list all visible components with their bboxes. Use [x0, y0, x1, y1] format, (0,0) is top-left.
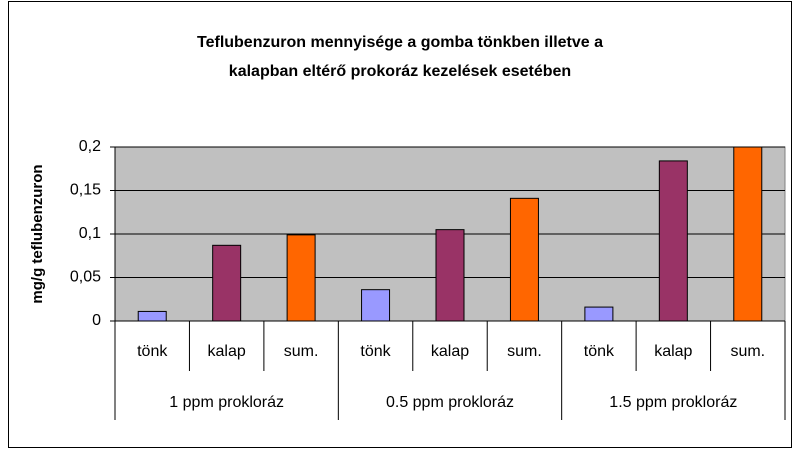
x-tick-label: tönk [360, 343, 391, 360]
y-axis-title: mg/g teflubenzuron [29, 164, 46, 303]
x-tick-label: sum. [507, 343, 542, 360]
y-tick-label: 0,15 [70, 182, 101, 199]
group-label: 0.5 ppm prokloráz [386, 394, 514, 411]
y-tick-label: 0,2 [79, 138, 101, 155]
bar [584, 306, 614, 322]
y-tick-label: 0,05 [70, 269, 101, 286]
x-tick-label: sum. [284, 343, 319, 360]
y-tick-label: 0 [92, 312, 101, 329]
bar [509, 197, 539, 322]
bar [212, 244, 242, 322]
bar [658, 160, 688, 322]
chart-title: kalapban eltérő prokoráz kezelések eseté… [229, 63, 571, 80]
group-label: 1.5 ppm prokloráz [609, 394, 737, 411]
x-tick-label: kalap [654, 343, 692, 360]
bar [361, 289, 391, 322]
x-tick-label: sum. [730, 343, 765, 360]
x-tick-label: kalap [431, 343, 469, 360]
chart-title: Teflubenzuron mennyisége a gomba tönkben… [197, 34, 603, 51]
bar [286, 234, 316, 322]
bar [733, 146, 763, 322]
x-tick-label: tönk [137, 343, 168, 360]
bar [435, 229, 465, 322]
x-tick-label: kalap [208, 343, 246, 360]
x-tick-label: tönk [584, 343, 615, 360]
group-label: 1 ppm prokloráz [169, 394, 284, 411]
y-tick-label: 0,1 [79, 225, 101, 242]
bar [137, 310, 167, 322]
